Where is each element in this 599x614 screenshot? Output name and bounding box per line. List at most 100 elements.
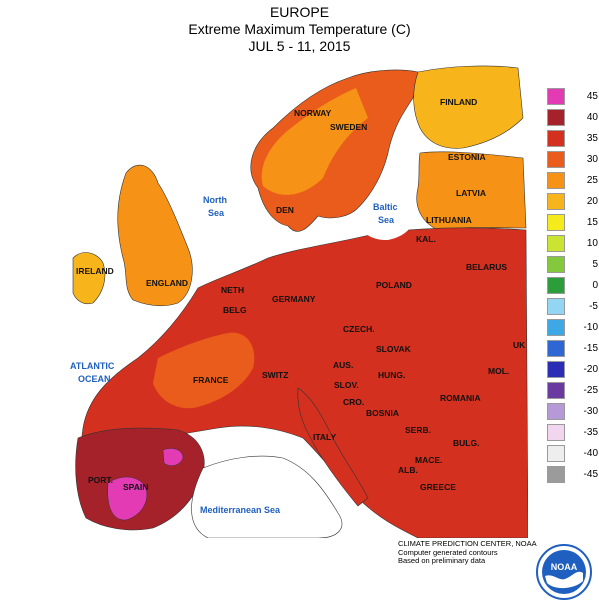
legend-swatch [547, 424, 565, 441]
label-slovak: SLOVAK [376, 344, 412, 354]
title-region: EUROPE [269, 4, 330, 20]
legend-label: -40 [583, 448, 598, 459]
legend-label: -30 [583, 406, 598, 417]
scandinavia-cool-zone [261, 88, 368, 195]
label-atlantic-2: OCEAN [78, 374, 111, 384]
legend-swatch [547, 340, 565, 357]
label-bulg: BULG. [453, 438, 479, 448]
temperature-legend: 45 40 35 30 25 20 15 10 5 0 -5 -10 -15 -20 -25 -30 -35 -4… [540, 88, 599, 513]
legend-swatch [547, 151, 565, 168]
legend-label: 35 [586, 133, 598, 144]
label-belg: BELG [223, 305, 247, 315]
label-poland: POLAND [376, 280, 412, 290]
label-mediterranean: Mediterranean Sea [200, 505, 281, 515]
legend-label: 20 [586, 196, 598, 207]
label-alb: ALB. [398, 465, 418, 475]
north-sea-water [181, 167, 254, 254]
legend-entry: 15 [540, 214, 599, 231]
finland-land [413, 65, 524, 149]
title-period: JUL 5 - 11, 2015 [248, 38, 351, 54]
label-switz: SWITZ [262, 370, 288, 380]
label-slov: SLOV. [334, 380, 359, 390]
label-baltic-sea-2: Sea [378, 215, 395, 225]
legend-label: 30 [586, 154, 598, 165]
noaa-logo: NOAA [536, 544, 592, 600]
label-kal: KAL. [416, 234, 436, 244]
label-lithuania: LITHUANIA [426, 215, 472, 225]
italy [297, 387, 369, 507]
legend-label: -10 [583, 322, 598, 333]
legend-entry: 20 [540, 193, 599, 210]
legend-entry: -20 [540, 361, 599, 378]
label-france: FRANCE [193, 375, 229, 385]
legend-swatch [547, 319, 565, 336]
legend-entry: 45 [540, 88, 599, 105]
legend-label: 15 [586, 217, 598, 228]
label-uk: UK [513, 340, 526, 350]
legend-entry: 25 [540, 172, 599, 189]
legend-label: -45 [583, 469, 598, 480]
legend-entry: 40 [540, 109, 599, 126]
legend-label: 25 [586, 175, 598, 186]
label-latvia: LATVIA [456, 188, 486, 198]
ireland [72, 252, 106, 305]
legend-entry: -5 [540, 298, 599, 315]
noaa-logo-text: NOAA [551, 562, 578, 572]
legend-entry: 5 [540, 256, 599, 273]
legend-label: 0 [592, 280, 598, 291]
label-england: ENGLAND [146, 278, 188, 288]
spain-hot-zone-east [162, 448, 184, 466]
map-title: EUROPE Extreme Maximum Temperature (C) J… [0, 4, 599, 55]
label-serb: SERB. [405, 425, 431, 435]
label-den: DEN [276, 205, 294, 215]
legend-entry: -15 [540, 340, 599, 357]
label-italy: ITALY [313, 432, 336, 442]
credit-line-3: Based on preliminary data [398, 556, 486, 565]
legend-label: 10 [586, 238, 598, 249]
great-britain [117, 164, 193, 307]
legend-swatch [547, 235, 565, 252]
label-aus: AUS. [333, 360, 353, 370]
title-product: Extreme Maximum Temperature (C) [188, 21, 411, 37]
legend-swatch [547, 445, 565, 462]
legend-swatch [547, 256, 565, 273]
legend-entry: 10 [540, 235, 599, 252]
label-norway: NORWAY [294, 108, 332, 118]
legend-label: -15 [583, 343, 598, 354]
temperature-map: NORWAY SWEDEN FINLAND ESTONIA LATVIA LIT… [68, 58, 528, 538]
label-hung: HUNG. [378, 370, 405, 380]
legend-entry: 30 [540, 151, 599, 168]
credit-line-1: CLIMATE PREDICTION CENTER, NOAA [398, 539, 537, 548]
legend-swatch [547, 466, 565, 483]
label-cro: CRO. [343, 397, 364, 407]
legend-label: -35 [583, 427, 598, 438]
legend-swatch [547, 214, 565, 231]
legend-swatch [547, 88, 565, 105]
legend-swatch [547, 361, 565, 378]
label-sweden: SWEDEN [330, 122, 367, 132]
legend-entry: 0 [540, 277, 599, 294]
legend-swatch [547, 403, 565, 420]
legend-entry: -35 [540, 424, 599, 441]
label-spain: SPAIN [123, 482, 148, 492]
label-neth: NETH [221, 285, 244, 295]
credit-line-2: Computer generated contours [398, 547, 498, 557]
label-mol: MOL. [488, 366, 509, 376]
legend-label: -20 [583, 364, 598, 375]
legend-swatch [547, 130, 565, 147]
legend-swatch [547, 277, 565, 294]
credit-block: CLIMATE PREDICTION CENTER, NOAA Computer… [398, 539, 537, 566]
legend-swatch [547, 109, 565, 126]
legend-label: 40 [586, 112, 598, 123]
legend-label: -5 [589, 301, 598, 312]
label-atlantic-1: ATLANTIC [70, 361, 115, 371]
legend-swatch [547, 172, 565, 189]
legend-label: 5 [592, 259, 598, 270]
label-germany: GERMANY [272, 294, 316, 304]
label-port: PORT. [88, 475, 113, 485]
france-orange-zone [153, 332, 255, 409]
label-finland: FINLAND [440, 97, 477, 107]
label-czech: CZECH. [343, 324, 375, 334]
legend-entry: -25 [540, 382, 599, 399]
label-estonia: ESTONIA [448, 152, 486, 162]
